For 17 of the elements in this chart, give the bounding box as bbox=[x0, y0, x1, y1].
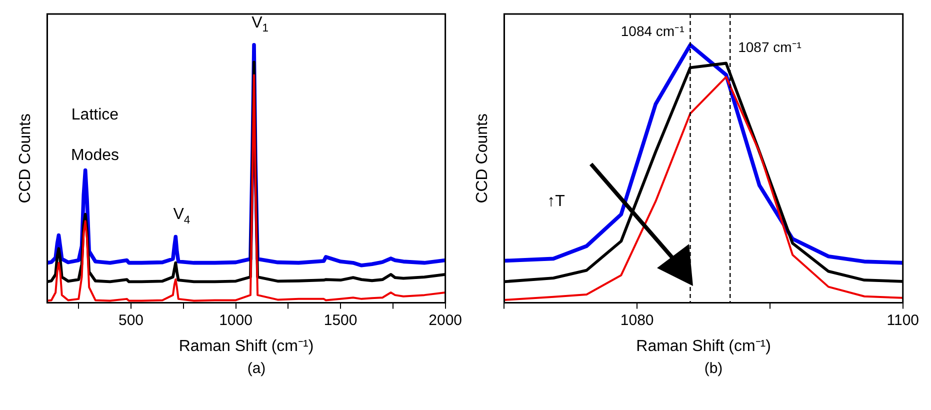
annotation: Modes bbox=[70, 146, 119, 164]
x-tick-label: 1100 bbox=[886, 312, 920, 329]
y-axis-title: CCD Counts bbox=[17, 113, 34, 204]
x-tick-label: 500 bbox=[118, 312, 144, 329]
ref-line-label: 1084 cm⁻¹ bbox=[620, 22, 685, 39]
x-tick-label: 1500 bbox=[324, 312, 358, 329]
x-tick-label: 2000 bbox=[428, 312, 462, 329]
y-axis-title: CCD Counts bbox=[474, 113, 492, 204]
ref-line-label: 1087 cm⁻¹ bbox=[738, 38, 802, 55]
text: (b) bbox=[703, 360, 724, 377]
annotation: Lattice bbox=[71, 106, 119, 124]
x-tick-label: 1000 bbox=[219, 312, 252, 329]
x-tick-label: 1080 bbox=[620, 312, 654, 329]
annotation: ↑T bbox=[547, 193, 566, 210]
x-axis-title: Raman Shift (cm⁻¹) bbox=[636, 338, 771, 355]
text: (a) bbox=[246, 360, 267, 377]
x-axis-title: Raman Shift (cm⁻¹) bbox=[178, 338, 314, 355]
